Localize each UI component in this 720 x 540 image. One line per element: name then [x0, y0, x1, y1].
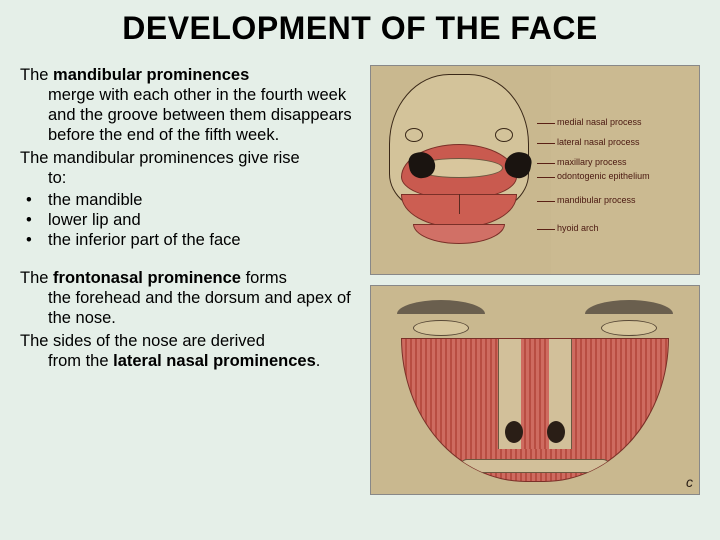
eye-left — [413, 320, 469, 336]
eye-left-shape — [405, 128, 423, 142]
figure-face-derivatives: c — [370, 285, 700, 495]
p2-indent: to: — [20, 168, 362, 188]
content-row: The mandibular prominences merge with ea… — [20, 65, 700, 495]
p4-lead: The sides of the nose are derived — [20, 332, 265, 350]
paragraph-3: The frontonasal prominence forms the for… — [20, 268, 362, 328]
bullet-mark: • — [26, 230, 48, 250]
paragraph-4: The sides of the nose are derived from t… — [20, 331, 362, 371]
p1-indent: merge with each other in the fourth week… — [20, 85, 362, 145]
label-lateral-nasal: lateral nasal process — [557, 138, 640, 148]
slide: DEVELOPMENT OF THE FACE The mandibular p… — [0, 0, 720, 540]
paragraph-1: The mandibular prominences merge with ea… — [20, 65, 362, 146]
p4-indent: from the lateral nasal prominences. — [20, 351, 362, 371]
mandibular-groove — [459, 194, 460, 214]
spacer — [20, 250, 362, 268]
eyebrow-right — [585, 300, 673, 314]
p4-bold: lateral nasal prominences — [113, 352, 316, 370]
bullet-text: the mandible — [48, 190, 142, 210]
p1-part-a: The — [20, 66, 53, 84]
eyebrow-left — [397, 300, 485, 314]
bullet-text: lower lip and — [48, 210, 141, 230]
nostril-left — [505, 421, 523, 443]
p1-part-c: merge with each other in the fourth week… — [48, 86, 352, 144]
nose-medial-region — [521, 339, 549, 449]
figure-embryo-head: medial nasal process lateral nasal proce… — [370, 65, 700, 275]
bullet-mark: • — [26, 210, 48, 230]
image-column: medial nasal process lateral nasal proce… — [370, 65, 700, 495]
bullet-3: • the inferior part of the face — [20, 230, 362, 250]
lower-face-region — [401, 338, 669, 482]
eye-right — [601, 320, 657, 336]
p3-indent: the forehead and the dorsum and apex of … — [20, 288, 362, 328]
p2-lead: The mandibular prominences give rise — [20, 149, 300, 167]
label-hyoid: hyoid arch — [557, 224, 599, 234]
p4-part-a: from the — [48, 352, 113, 370]
bullet-1: • the mandible — [20, 190, 362, 210]
label-odontogenic: odontogenic epithelium — [557, 172, 650, 182]
label-mandibular: mandibular process — [557, 196, 636, 206]
label-medial-nasal: medial nasal process — [557, 118, 642, 128]
figure-2-marker: c — [686, 474, 693, 490]
p3-part-c-inline: forms — [241, 269, 287, 287]
embryo-drawing — [371, 66, 551, 274]
slide-title: DEVELOPMENT OF THE FACE — [20, 10, 700, 47]
hyoid-arch-shape — [413, 224, 505, 244]
p1-bold: mandibular prominences — [53, 66, 249, 84]
bullet-2: • lower lip and — [20, 210, 362, 230]
nostril-right — [547, 421, 565, 443]
p3-part-a: The — [20, 269, 53, 287]
eye-right-shape — [495, 128, 513, 142]
text-column: The mandibular prominences merge with ea… — [20, 65, 362, 495]
paragraph-2: The mandibular prominences give rise to: — [20, 148, 362, 188]
label-maxillary: maxillary process — [557, 158, 627, 168]
bullet-text: the inferior part of the face — [48, 230, 241, 250]
p4-part-c: . — [316, 352, 321, 370]
figure-1-labels: medial nasal process lateral nasal proce… — [551, 66, 699, 274]
p3-bold: frontonasal prominence — [53, 269, 241, 287]
mouth-region — [460, 459, 610, 473]
bullet-mark: • — [26, 190, 48, 210]
